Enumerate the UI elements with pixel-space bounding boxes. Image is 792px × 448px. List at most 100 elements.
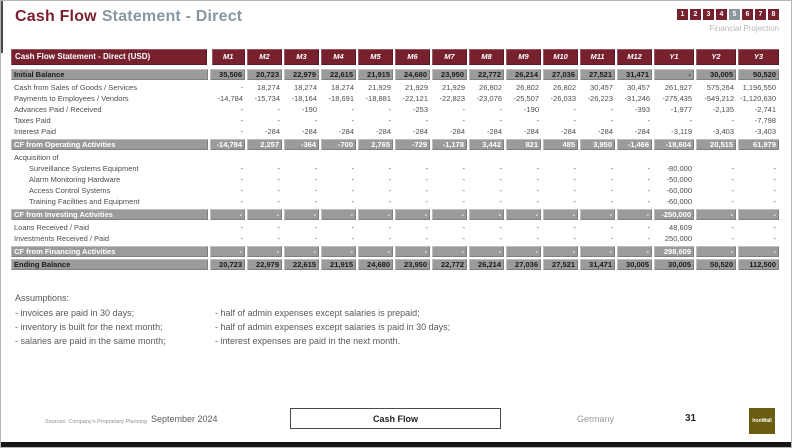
cell-value: - — [647, 163, 651, 173]
cell-value: -22,121 — [402, 93, 428, 103]
cell-value: - — [277, 222, 281, 232]
cell-value — [579, 151, 616, 163]
cell-value: - — [425, 222, 429, 232]
row-advances-paid-received: Advances Paid / Received - - -190 - - -253 - - -1… — [11, 104, 779, 115]
cell-value: - — [351, 222, 355, 232]
page-box-6[interactable]: 6 — [742, 9, 753, 20]
page-box-1[interactable]: 1 — [677, 9, 688, 20]
cell-value: -22,823 — [439, 93, 465, 103]
page-box-8[interactable]: 8 — [768, 9, 779, 20]
cell-value: - — [610, 185, 614, 195]
cell-value — [394, 151, 431, 163]
cell-value: - — [536, 222, 540, 232]
page-box-5[interactable]: 5 — [729, 9, 740, 20]
row-label: Alarm Monitoring Hardware — [29, 174, 121, 184]
cell-value: - — [615, 207, 653, 222]
page-box-2[interactable]: 2 — [690, 9, 701, 20]
cell-value — [616, 151, 653, 163]
row-label: CF from Investing Activities — [11, 207, 209, 222]
cell-value: -284 — [597, 126, 613, 136]
cell-value: - — [319, 207, 357, 222]
cell-value: - — [351, 185, 355, 195]
cell-value: 61,979 — [736, 137, 779, 152]
cell-value: - — [314, 115, 318, 125]
cell-value: - — [573, 104, 577, 114]
cell-value: -18,881 — [365, 93, 391, 103]
cell-value: - — [240, 115, 244, 125]
cell-value: 50,520 — [694, 257, 737, 272]
row-alarm-monitoring-hardware: Alarm Monitoring Hardware - - - - - - - - - - - - -50… — [11, 174, 779, 185]
row-interest-paid: Interest Paid - -284 -284 -284 -284 -284 -284 -2… — [11, 126, 779, 138]
cell-value: 48,609 — [669, 222, 692, 232]
page-box-3[interactable]: 3 — [703, 9, 714, 20]
cell-value: - — [277, 163, 281, 173]
cell-value: 24,680 — [356, 257, 394, 272]
cell-value: - — [425, 185, 429, 195]
cell-value: - — [499, 104, 503, 114]
cell-value: -60,000 — [666, 185, 692, 195]
cell-value: 20,515 — [694, 137, 737, 152]
cell-value — [653, 151, 695, 163]
cell-value: 2,257 — [245, 137, 283, 152]
pager-caption: Financial Projection — [709, 24, 779, 33]
cell-value: 30,457 — [590, 82, 613, 92]
cell-value: -14,784 — [217, 93, 243, 103]
cell-value: - — [351, 104, 355, 114]
cell-value: - — [388, 115, 392, 125]
cell-value: - — [647, 185, 651, 195]
cell-value: -26,033 — [550, 93, 576, 103]
cell-value: 21,929 — [442, 82, 465, 92]
assumption-item: - invoices are paid in 30 days; — [15, 308, 135, 318]
cell-value: - — [731, 115, 735, 125]
row-cf-from-investing-activities: CF from Investing Activities - - - - - - - - - - - -… — [11, 207, 779, 222]
column-header-y3: Y3 — [736, 49, 779, 69]
column-header-m11: M11 — [578, 49, 616, 69]
cell-value — [357, 151, 394, 163]
cell-value: - — [430, 244, 468, 259]
row-label: Cash from Sales of Goods / Services — [14, 82, 137, 92]
cell-value: - — [773, 174, 777, 184]
page-box-7[interactable]: 7 — [755, 9, 766, 20]
column-header-m3: M3 — [282, 49, 320, 69]
cell-value: 27,521 — [541, 257, 579, 272]
cell-value: - — [499, 222, 503, 232]
cell-value: - — [731, 233, 735, 243]
cell-value: - — [351, 174, 355, 184]
cell-value: -7,798 — [754, 115, 776, 125]
cell-value: - — [731, 163, 735, 173]
row-label: Initial Balance — [11, 66, 209, 82]
cell-value: - — [240, 126, 244, 136]
column-header-m5: M5 — [356, 49, 394, 69]
cell-value: - — [388, 163, 392, 173]
cell-value: -1,977 — [670, 104, 692, 114]
row-label: Access Control Systems — [29, 185, 111, 195]
cell-value: 26,802 — [516, 82, 539, 92]
cell-value: - — [610, 104, 614, 114]
cell-value: -284 — [375, 126, 391, 136]
cell-value: 20,723 — [208, 257, 246, 272]
cell-value: - — [499, 115, 503, 125]
cell-value: -364 — [282, 137, 320, 152]
cell-value: - — [499, 196, 503, 206]
cell-value: -3,403 — [754, 126, 776, 136]
cell-value: - — [610, 233, 614, 243]
cell-value: - — [356, 244, 394, 259]
cell-value: - — [578, 207, 616, 222]
cell-value: - — [462, 115, 466, 125]
row-label: Surveillance Systems Equipment — [29, 163, 139, 173]
cell-value: -60,000 — [666, 196, 692, 206]
page-box-4[interactable]: 4 — [716, 9, 727, 20]
cell-value: - — [462, 222, 466, 232]
cell-value — [246, 151, 283, 163]
row-label: Advances Paid / Received — [14, 104, 102, 114]
cell-value: -14,784 — [208, 137, 246, 152]
cell-value: -393 — [634, 104, 650, 114]
cell-value: - — [541, 207, 579, 222]
cell-value: - — [240, 104, 244, 114]
cell-value: - — [240, 233, 244, 243]
cell-value: -700 — [319, 137, 357, 152]
cell-value: - — [773, 233, 777, 243]
cell-value: -18,604 — [652, 137, 695, 152]
row-surveillance-systems-equipment: Surveillance Systems Equipment - - - - - - - - - -… — [11, 163, 779, 174]
window-edge — [1, 1, 3, 53]
